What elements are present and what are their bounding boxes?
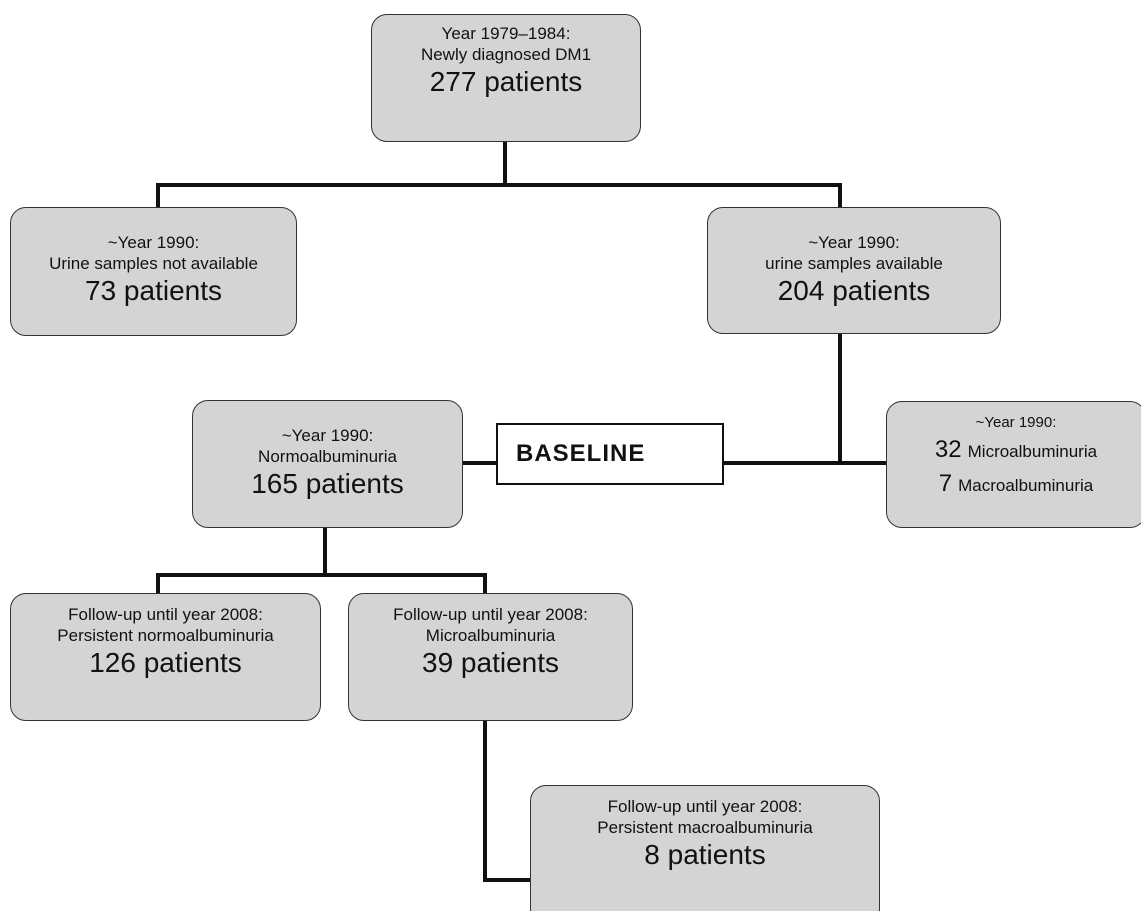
node-text: ~Year 1990:	[107, 233, 200, 252]
node-item: 7 Macroalbuminuria	[939, 467, 1093, 501]
item-label: Macroalbuminuria	[958, 476, 1094, 495]
node: Year 1979–1984: Newly diagnosed DM1 277 …	[371, 14, 641, 142]
node-text: ~Year 1990:	[281, 426, 374, 445]
node-count: 277 patients	[429, 66, 583, 97]
node-count: 126 patients	[89, 647, 242, 678]
node: Follow-up until year 2008: Persistent ma…	[530, 785, 880, 911]
node-text: Follow-up until year 2008:	[68, 605, 263, 624]
node-count: 73 patients	[85, 275, 222, 306]
node: ~Year 1990: urine samples available 204 …	[707, 207, 1001, 334]
node-count: 8 patients	[644, 839, 766, 870]
node-text: urine samples available	[765, 254, 943, 273]
node: Follow-up until year 2008: Persistent no…	[10, 593, 321, 721]
node-text: ~Year 1990:	[808, 233, 900, 252]
item-label: Microalbuminuria	[967, 442, 1098, 461]
node-text: Microalbuminuria	[425, 626, 556, 645]
node-count: 39 patients	[422, 647, 559, 678]
node-text: Persistent macroalbuminuria	[597, 818, 813, 837]
node-text: Follow-up until year 2008:	[393, 605, 588, 624]
connector	[156, 573, 487, 593]
node: ~Year 1990: 32 Microalbuminuria 7 Macroa…	[886, 401, 1141, 528]
item-count: 7	[938, 470, 953, 497]
connector	[156, 183, 842, 207]
node-count: 165 patients	[251, 468, 404, 499]
item-count: 32	[934, 436, 962, 463]
node-text: ~Year 1990:	[975, 414, 1057, 431]
node: ~Year 1990: Urine samples not available …	[10, 207, 297, 336]
node-count: 204 patients	[777, 275, 931, 306]
node-text: Normoalbuminuria	[258, 447, 397, 466]
node: Follow-up until year 2008: Microalbuminu…	[348, 593, 633, 721]
node-text: Persistent normoalbuminuria	[57, 626, 274, 645]
node-text: Newly diagnosed DM1	[420, 45, 592, 64]
connector	[483, 720, 530, 882]
baseline-label: BASELINE	[516, 440, 646, 467]
node-text: Urine samples not available	[49, 254, 258, 273]
node-item: 32 Microalbuminuria	[935, 433, 1097, 467]
baseline-box: BASELINE	[496, 423, 724, 485]
node: ~Year 1990: Normoalbuminuria 165 patient…	[192, 400, 463, 528]
node-text: Year 1979–1984:	[441, 24, 571, 43]
node-text: Follow-up until year 2008:	[607, 797, 803, 816]
